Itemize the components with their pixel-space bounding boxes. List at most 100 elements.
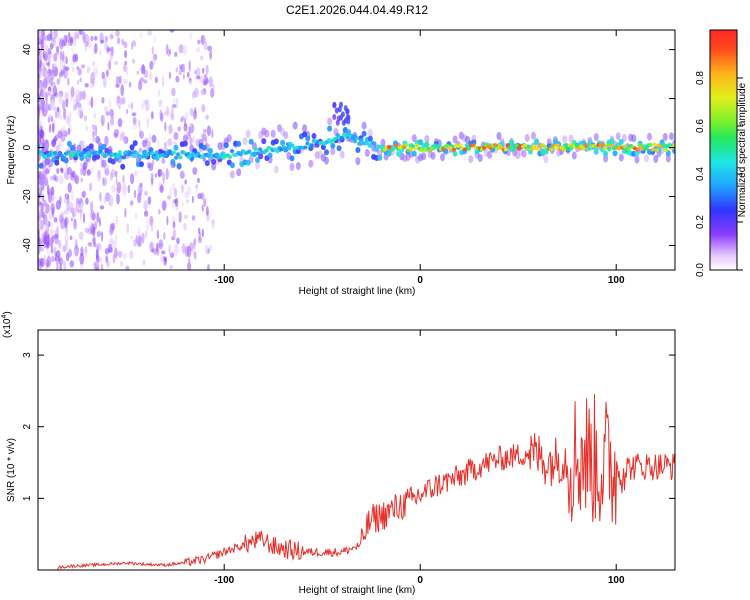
spectrogram-noise-blob	[122, 252, 128, 260]
spectrogram-noise-blob	[104, 35, 108, 43]
spectrogram-noise-blob	[41, 194, 45, 202]
spectrogram-noise-blob	[51, 84, 54, 93]
spectrogram-noise-blob	[92, 60, 95, 67]
spectrogram-noise-blob	[42, 234, 47, 245]
spectrogram-noise-blob	[161, 250, 166, 255]
spectrogram-ridge-blob	[418, 139, 424, 146]
spectrogram-noise-blob	[169, 30, 175, 33]
spectrogram-noise-blob	[189, 122, 192, 128]
spectrogram-ridge-blob	[571, 151, 577, 160]
spectrogram-noise-blob	[71, 189, 74, 202]
spectrogram-noise-blob	[158, 239, 164, 250]
spectrogram-noise-blob	[122, 174, 125, 184]
spectrogram-noise-blob	[85, 197, 89, 205]
spectrogram-noise-blob	[66, 202, 71, 208]
spectrogram-noise-blob	[90, 201, 94, 213]
spectrogram-noise-blob	[126, 223, 129, 234]
spectrogram-ridge-blob	[411, 134, 417, 143]
spectrogram-ridge-blob	[176, 163, 182, 170]
spectrogram-ridge-blob	[354, 136, 360, 141]
spectrogram-noise-blob	[158, 100, 163, 108]
spectrogram-ridge-blob	[264, 129, 270, 138]
spectrogram-ridge-blob	[242, 137, 248, 146]
spectrogram-noise-blob	[112, 253, 116, 264]
spectrogram-noise-blob	[58, 71, 62, 78]
spectrogram-ridge-blob	[257, 147, 263, 152]
spectrogram-noise-blob	[43, 132, 47, 138]
spectrogram-ridge-blob	[413, 146, 418, 151]
spectrogram-axes: -100 0 100 -40 -20 0 20 40	[22, 30, 675, 286]
spectrogram-ridge-blob	[60, 134, 66, 142]
spectrogram-ridge-blob	[201, 144, 207, 151]
spectrogram-ridge-blob	[452, 135, 458, 144]
spectrogram-ridge-blob	[289, 155, 295, 162]
spectrogram-ridge-blob	[143, 154, 148, 159]
spectrogram-noise-blob	[47, 86, 52, 91]
spectrogram-ridge-blob	[303, 145, 308, 150]
spectrogram-noise-blob	[150, 172, 154, 183]
spectrogram-noise-blob	[126, 108, 129, 115]
spectrogram-noise-blob	[72, 104, 77, 112]
spectrogram-noise-blob	[139, 77, 145, 82]
spectrogram-noise-blob	[170, 252, 175, 259]
spectrogram-noise-blob	[82, 32, 86, 43]
spectrogram-ridge-blob	[223, 142, 229, 149]
spectrogram-ridge-blob	[123, 136, 129, 145]
spectrogram-ridge-blob	[170, 159, 176, 165]
spectrogram-ridge-blob	[83, 154, 88, 159]
spectrogram-noise-blob	[131, 42, 133, 51]
spectrogram-ridge-blob	[253, 147, 258, 152]
spectrogram-noise-blob	[38, 55, 41, 66]
spectrogram-ridge-blob	[117, 150, 123, 155]
spectrogram-noise-blob	[111, 112, 114, 119]
spectrogram-noise-blob	[106, 260, 110, 268]
spectrogram-ridge-blob	[122, 155, 127, 160]
spectrogram-ridge-blob	[236, 168, 242, 177]
spectrogram-noise-blob	[132, 117, 137, 125]
spectrogram-y-tick-label: 0	[22, 144, 33, 150]
spectrogram-noise-blob	[120, 260, 124, 267]
spectrogram-ridge-blob	[355, 157, 361, 166]
spectrogram-noise-blob	[45, 225, 50, 236]
spectrogram-ridge-blob	[653, 155, 659, 163]
spectrogram-noise-blob	[208, 76, 213, 88]
spectrogram-noise-blob	[151, 46, 154, 55]
spectrogram-noise-blob	[158, 209, 161, 215]
spectrogram-noise-blob	[151, 248, 155, 253]
spectrogram-ridge-blob	[669, 132, 674, 141]
spectrogram-ridge-blob	[305, 135, 311, 142]
spectrogram-noise-blob	[205, 64, 209, 75]
spectrogram-noise-blob	[136, 240, 142, 248]
spectrogram-noise-blob	[51, 241, 54, 249]
spectrogram-noise-blob	[131, 58, 136, 64]
spectrogram-noise-blob	[176, 237, 180, 245]
spectrogram-noise-blob	[99, 256, 102, 264]
spectrogram-ridge-blob	[66, 167, 72, 175]
spectrogram-noise-blob	[47, 250, 51, 257]
spectrogram-noise-blob	[64, 209, 68, 215]
spectrogram-noise-blob	[53, 53, 58, 62]
spectrogram-noise-blob	[153, 36, 156, 44]
spectrogram-ridge-blob	[309, 143, 314, 148]
spectrogram-noise-blob	[156, 140, 160, 147]
spectrogram-noise-blob	[67, 127, 71, 135]
spectrogram-ridge-blob	[120, 163, 126, 170]
spectrogram-bump-blob	[332, 101, 337, 108]
spectrogram-noise-blob	[136, 70, 139, 75]
spectrogram-noise-blob	[78, 105, 83, 118]
spectrogram-noise-blob	[132, 124, 138, 130]
spectrogram-noise-blob	[183, 222, 187, 231]
spectrogram-noise-blob	[91, 166, 94, 174]
spectrogram-noise-blob	[201, 229, 204, 238]
spectrogram-ridge-blob	[568, 134, 574, 143]
spectrogram-noise-blob	[67, 182, 72, 193]
spectrogram-noise-blob	[100, 39, 105, 44]
spectrogram-ridge-blob	[661, 142, 666, 147]
spectrogram-ridge-blob	[561, 147, 567, 152]
spectrogram-noise-blob	[124, 60, 127, 66]
spectrogram-noise-blob	[149, 60, 154, 70]
spectrogram-noise-blob	[117, 118, 123, 128]
spectrogram-noise-blob	[84, 227, 90, 234]
spectrogram-noise-blob	[202, 67, 205, 74]
spectrogram-noise-blob	[164, 257, 167, 263]
